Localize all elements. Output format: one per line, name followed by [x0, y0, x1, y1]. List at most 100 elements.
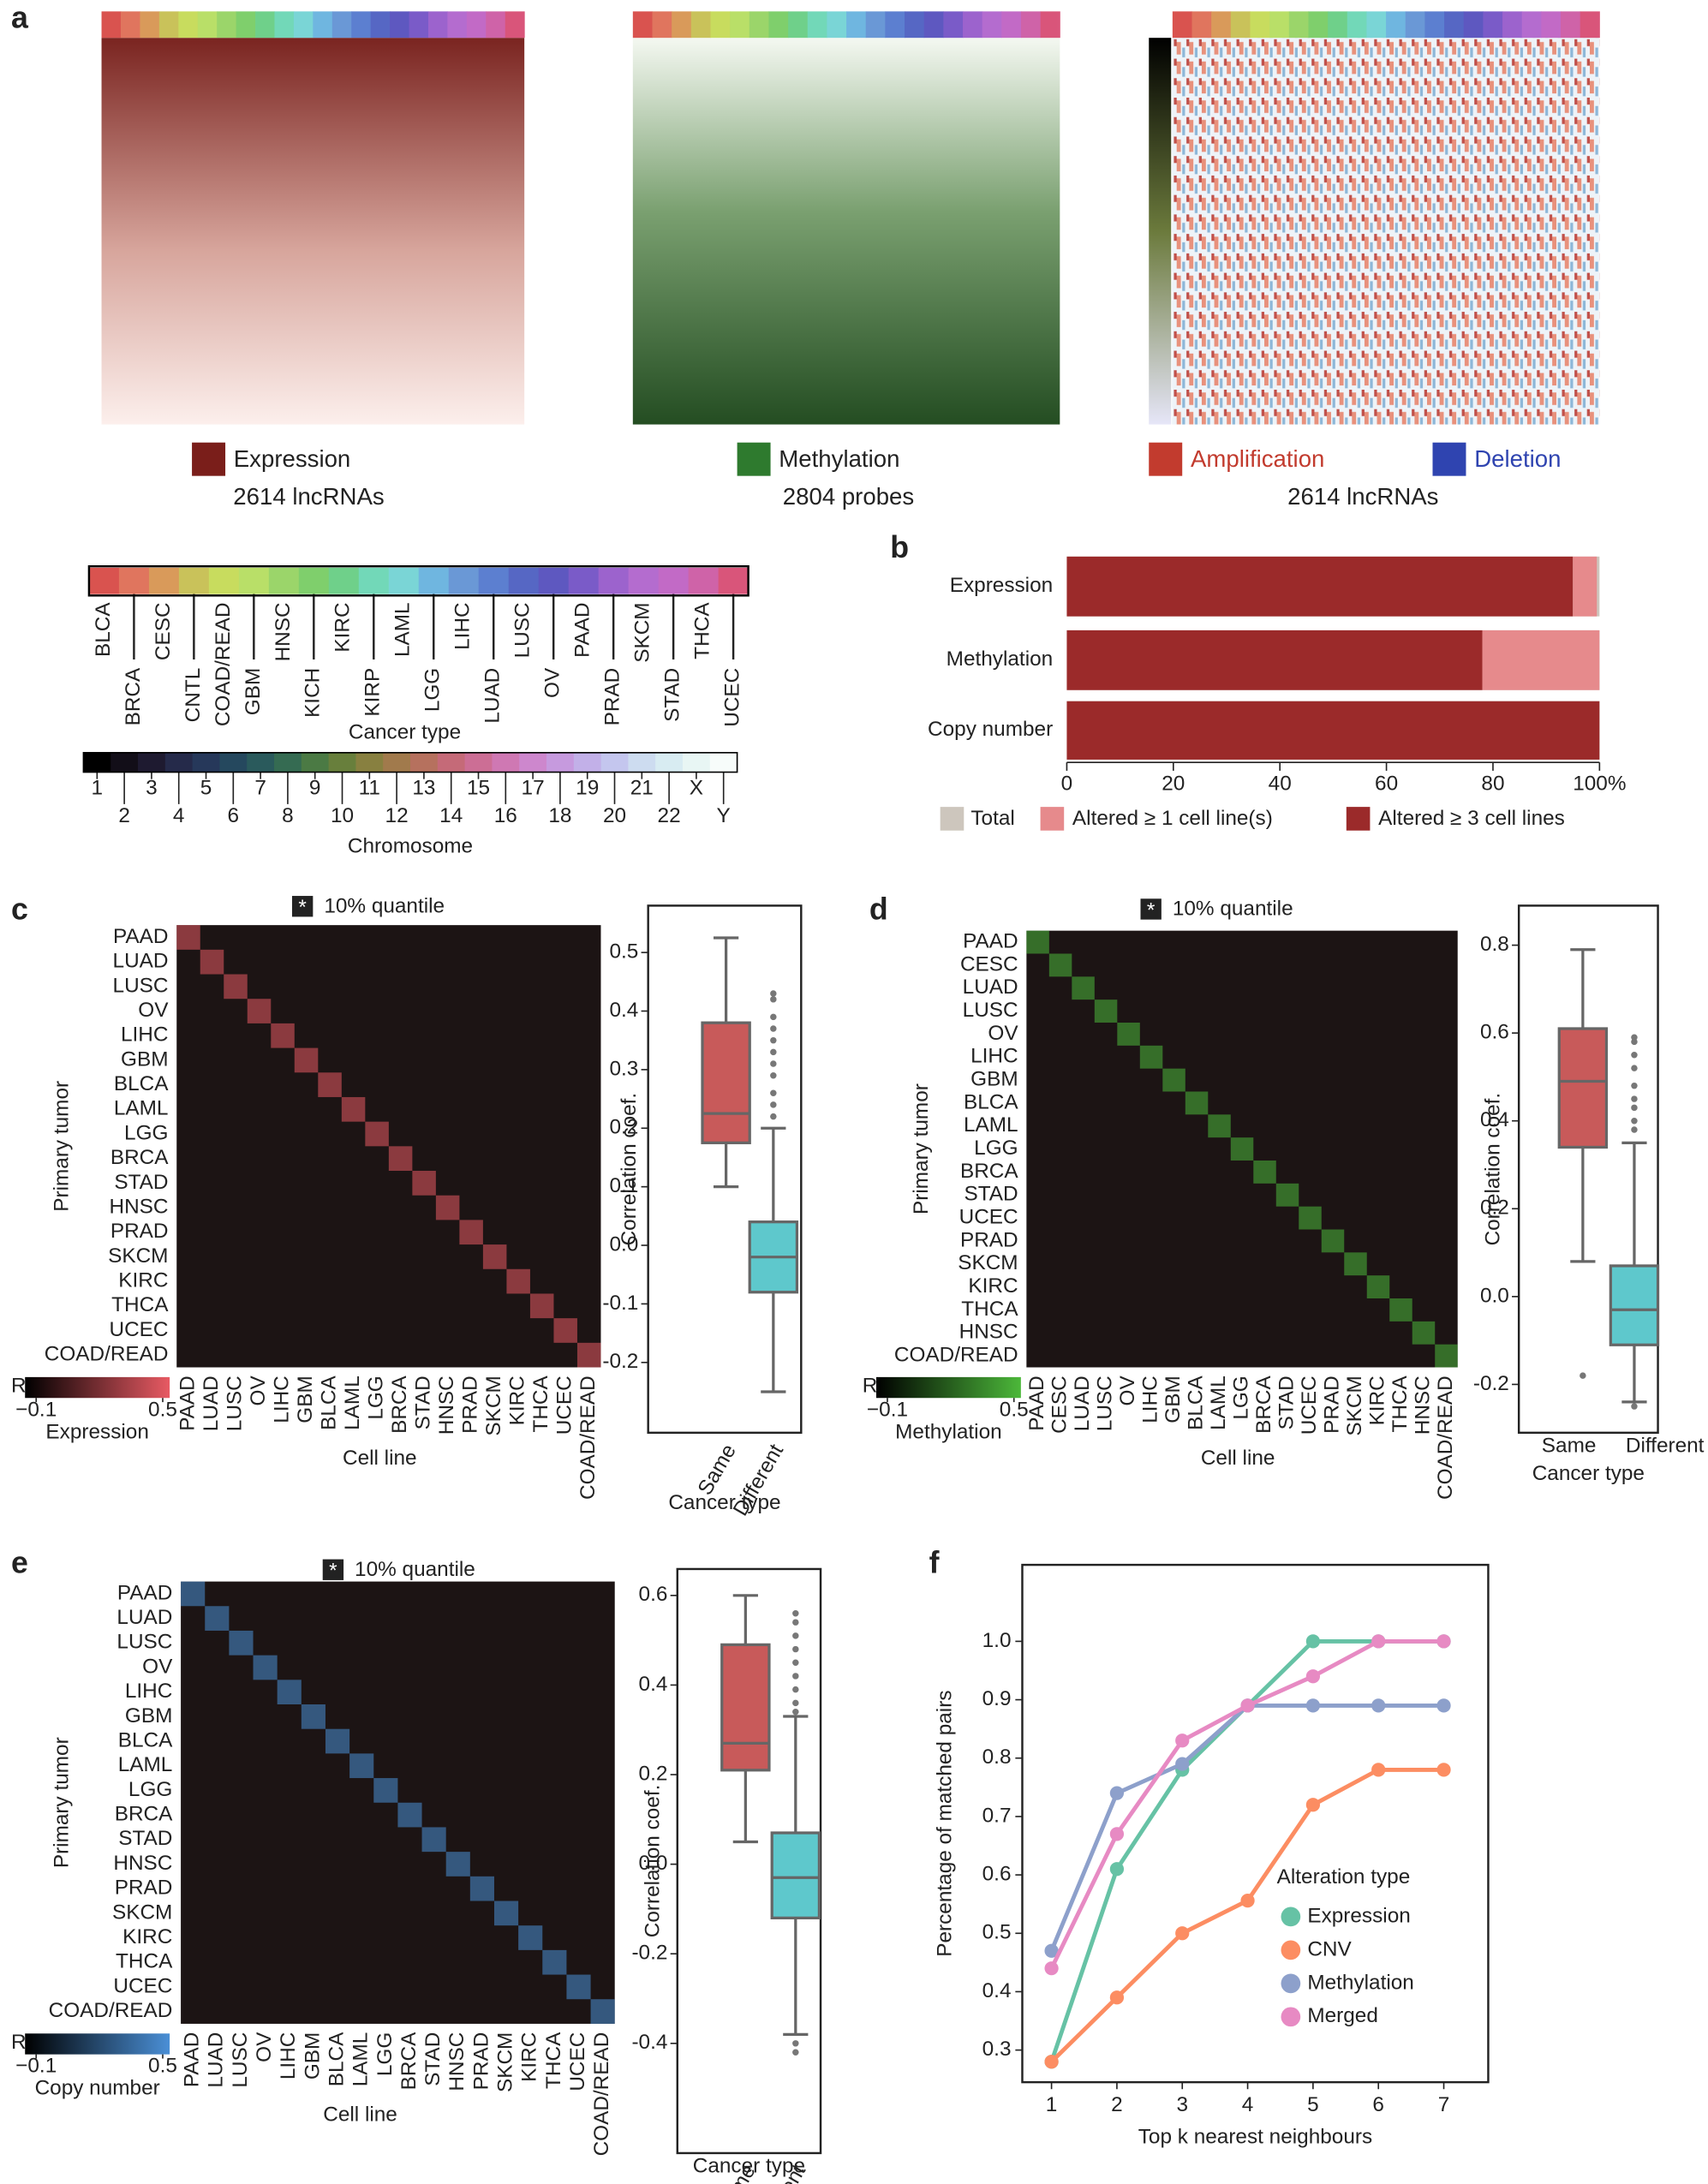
row-label: PRAD — [115, 1877, 173, 1900]
column-label: STAD — [421, 2032, 445, 2086]
row-label: GBM — [121, 1047, 168, 1071]
column-label: KIRC — [1365, 1375, 1388, 1425]
cancer-strip-cell — [885, 11, 905, 39]
x-axis-label: Top k nearest neighbours — [1138, 2126, 1372, 2149]
outlier — [1631, 1104, 1638, 1112]
column-label: KIRC — [518, 2032, 541, 2082]
y-tick-label: 0.7 — [982, 1804, 1012, 1827]
chromosome-label: 9 — [309, 776, 321, 799]
chromosome-label: 21 — [630, 776, 654, 799]
column-label: LAML — [341, 1375, 364, 1430]
cancer-color — [628, 567, 660, 594]
cancer-strip-cell — [1001, 11, 1022, 39]
colorbar — [25, 1376, 170, 1399]
x-axis-label: Cell line — [1201, 1447, 1275, 1470]
outlier — [1580, 1372, 1586, 1379]
box — [770, 1831, 821, 1919]
row-label: BLCA — [114, 1072, 169, 1095]
chromosome-color — [274, 752, 302, 773]
chromosome-label: 12 — [385, 804, 409, 827]
cancer-type-label: UCEC — [721, 668, 744, 727]
outlier — [792, 1609, 799, 1617]
y-axis-label: Correlation coef. — [1481, 1093, 1504, 1246]
y-tick-label: 0.6 — [639, 1583, 668, 1606]
outlier — [770, 990, 777, 997]
y-tick-label: -0.2 — [1473, 1372, 1509, 1395]
y-tick-label: 0.1 — [609, 1174, 638, 1197]
x-tick-label: 80 — [1481, 773, 1504, 796]
heatmap-diagonal — [445, 1852, 470, 1877]
colorbar — [25, 2033, 170, 2055]
row-label: LAML — [114, 1097, 169, 1120]
cancer-strip-cell — [1405, 11, 1425, 39]
chromosome-color — [164, 752, 194, 773]
outlier — [792, 1645, 799, 1653]
cancer-type-label: LGG — [421, 668, 445, 712]
heatmap-diagonal — [277, 1680, 302, 1705]
chromosome-color — [600, 752, 629, 773]
cancer-color — [298, 567, 330, 594]
column-label: LIHC — [277, 2032, 300, 2080]
row-label: OV — [142, 1655, 173, 1678]
cancer-color — [388, 567, 420, 594]
column-label: OV — [1116, 1375, 1139, 1406]
cancer-strip-cell — [331, 11, 352, 39]
heatmap-caption: 2614 lncRNAs — [233, 483, 384, 510]
row-label: BLCA — [118, 1728, 173, 1751]
cancer-strip-cell — [390, 11, 410, 39]
outlier — [792, 1659, 799, 1666]
chromosome-label: 11 — [359, 776, 380, 799]
column-label: BLCA — [317, 1375, 340, 1429]
cancer-strip-cell — [672, 11, 692, 39]
cancer-color — [508, 567, 540, 594]
panel-label: d — [869, 892, 888, 926]
colorbar-label: R — [863, 1375, 878, 1398]
cancer-strip-cell — [293, 11, 314, 39]
y-axis-label: Primary tumor — [51, 1737, 74, 1868]
y-tick-label: 0.3 — [609, 1057, 638, 1080]
outlier — [1631, 1038, 1638, 1046]
series-point — [1044, 2055, 1059, 2069]
outlier — [792, 1699, 799, 1707]
column-label: LAML — [349, 2032, 373, 2087]
column-label: LGG — [1229, 1375, 1252, 1419]
cancer-strip-cell — [1040, 11, 1060, 39]
outlier — [792, 1632, 799, 1639]
legend-marker — [1281, 1973, 1301, 1994]
heatmap-caption: 2804 probes — [783, 483, 914, 510]
heatmap-diagonal — [566, 1974, 591, 2000]
cancer-strip-cell — [1502, 11, 1523, 39]
chromosome-label: 16 — [494, 804, 517, 827]
outlier — [770, 1071, 777, 1079]
y-tick-label: 1.0 — [982, 1629, 1012, 1652]
chromosome-label: 5 — [200, 776, 212, 799]
chromosome-color — [709, 752, 738, 773]
chromosome-label: 1 — [92, 776, 104, 799]
y-tick-label: 0.6 — [982, 1863, 1012, 1886]
cancer-color — [328, 567, 360, 594]
chromosome-label: 14 — [439, 804, 463, 827]
heatmap-diagonal — [1208, 1114, 1231, 1138]
column-label: UCEC — [1298, 1375, 1321, 1435]
cancer-color — [268, 567, 300, 594]
cancer-strip-cell — [486, 11, 506, 39]
heatmap-caption: 2614 lncRNAs — [1287, 483, 1438, 510]
cancer-strip-cell — [274, 11, 295, 39]
cancer-type-label: PRAD — [601, 668, 624, 726]
cancer-strip-cell — [923, 11, 944, 39]
y-tick-label: -0.2 — [631, 1942, 667, 1965]
heatmap-diagonal — [247, 999, 272, 1023]
x-tick-label: 4 — [1242, 2093, 1254, 2116]
cancer-type-label: STAD — [661, 668, 684, 722]
legend-label: Methylation — [779, 445, 899, 472]
x-tick-label: 0 — [1061, 773, 1073, 796]
row-label: LIHC — [125, 1680, 172, 1703]
cancer-strip-cell — [865, 11, 886, 39]
y-axis-label: Correlation coef. — [618, 1093, 641, 1246]
cancer-type-label: LIHC — [451, 602, 475, 649]
column-label: PRAD — [1320, 1375, 1343, 1434]
row-label: BLCA — [964, 1090, 1018, 1113]
cancer-strip-cell — [101, 11, 122, 39]
series-point — [1109, 1862, 1125, 1877]
outlier — [1631, 1126, 1638, 1133]
